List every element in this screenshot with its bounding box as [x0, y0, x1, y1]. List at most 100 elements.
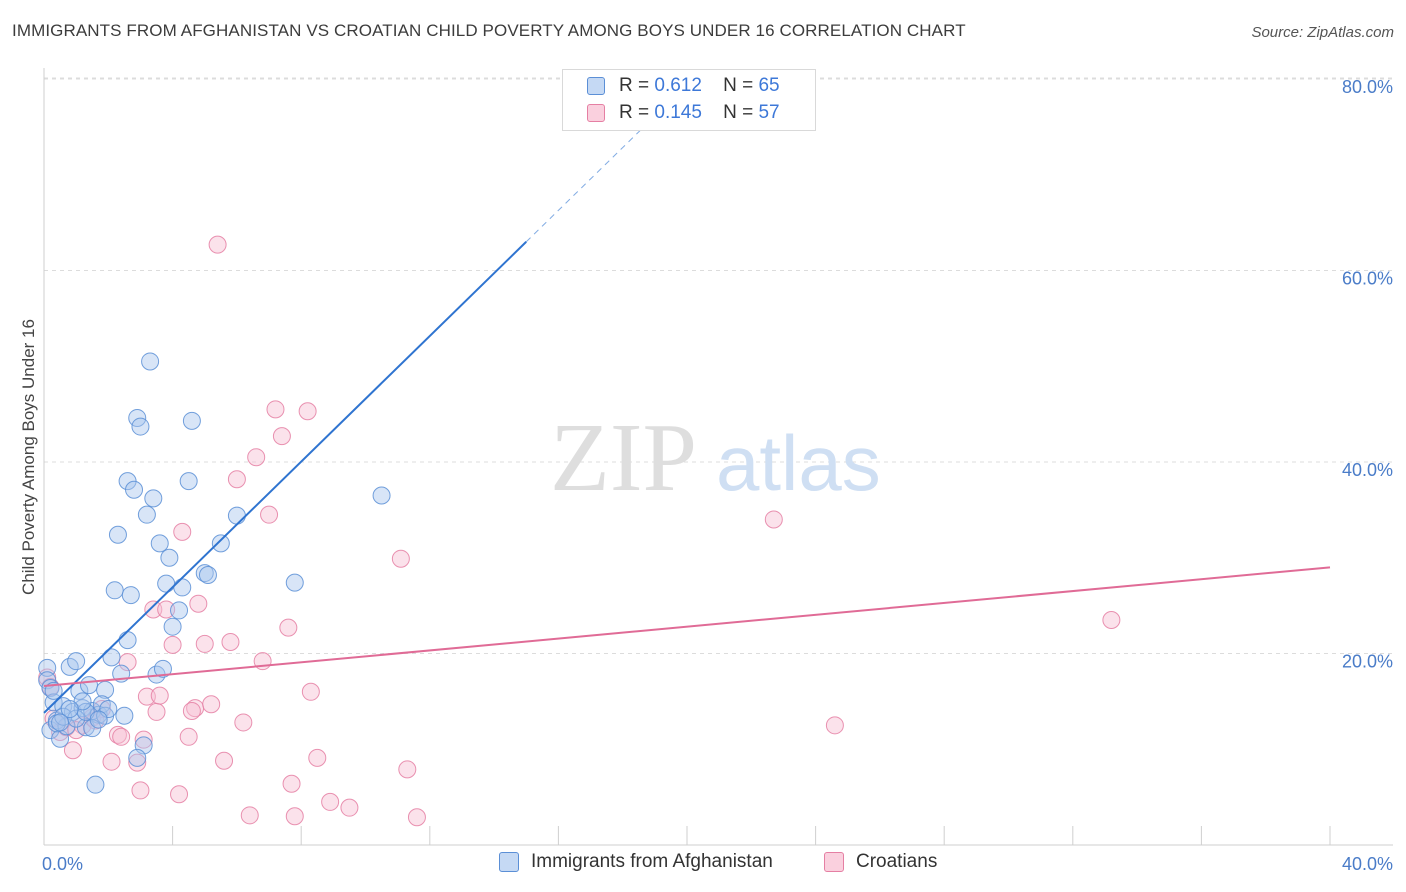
point-afghanistan — [89, 710, 108, 729]
point-afghanistan — [41, 678, 60, 697]
watermark-atlas: atlas — [716, 419, 881, 507]
watermark: ZIP atlas — [550, 404, 881, 512]
point-croatians — [137, 687, 156, 706]
point-afghanistan — [173, 578, 192, 597]
legend-n-value-afghanistan: 65 — [758, 75, 780, 96]
point-croatians — [144, 600, 163, 619]
y-tick-label: 60.0% — [1342, 269, 1393, 289]
point-afghanistan — [105, 581, 124, 600]
point-croatians — [179, 727, 198, 746]
legend-row-croatians: R = 0.145 N = 57 — [587, 101, 780, 125]
point-croatians — [173, 522, 192, 541]
point-afghanistan — [157, 574, 176, 593]
point-afghanistan — [86, 775, 105, 794]
x-tick-label-min: 0.0% — [42, 854, 83, 874]
bottom-legend-label-croatians: Croatians — [856, 851, 938, 872]
point-croatians — [279, 618, 298, 637]
y-axis-label: Child Poverty Among Boys Under 16 — [19, 319, 38, 595]
point-afghanistan — [108, 525, 127, 544]
point-afghanistan — [121, 586, 140, 605]
point-afghanistan — [211, 534, 230, 553]
point-afghanistan — [195, 564, 214, 583]
gridlines — [44, 77, 1393, 654]
point-afghanistan — [44, 681, 63, 700]
point-croatians — [391, 549, 410, 568]
series-afghanistan-points — [38, 352, 391, 794]
point-croatians — [150, 686, 169, 705]
point-croatians — [285, 807, 304, 826]
point-afghanistan — [198, 565, 217, 584]
legend-swatch-pink — [587, 104, 605, 122]
point-croatians — [825, 716, 844, 735]
point-croatians — [102, 752, 121, 771]
legend-row-afghanistan: R = 0.612 N = 65 — [587, 74, 780, 98]
trend-line-afghanistan-extension — [525, 115, 656, 243]
point-afghanistan — [227, 506, 246, 525]
point-afghanistan — [80, 676, 99, 695]
point-croatians — [221, 633, 240, 652]
point-croatians — [131, 781, 150, 800]
point-croatians — [128, 753, 147, 772]
bottom-legend-swatch-blue — [499, 852, 519, 872]
trend-line-croatians — [43, 566, 1331, 688]
trend-lines — [43, 115, 1331, 714]
point-croatians — [182, 701, 201, 720]
point-croatians — [308, 748, 327, 767]
point-croatians — [170, 785, 189, 804]
point-croatians — [134, 730, 153, 749]
point-croatians — [227, 470, 246, 489]
point-croatians — [63, 741, 82, 760]
legend-r-label: R = — [619, 102, 650, 123]
x-tick-label-max: 40.0% — [1342, 854, 1393, 874]
point-afghanistan — [141, 352, 160, 371]
point-afghanistan — [182, 411, 201, 430]
point-croatians — [1102, 610, 1121, 629]
point-afghanistan — [67, 652, 86, 671]
point-afghanistan — [128, 748, 147, 767]
point-croatians — [407, 808, 426, 827]
point-afghanistan — [160, 548, 179, 567]
point-afghanistan — [150, 534, 169, 553]
y-tick-label: 20.0% — [1342, 652, 1393, 672]
point-afghanistan — [60, 700, 79, 719]
point-afghanistan — [144, 489, 163, 508]
point-croatians — [301, 682, 320, 701]
bottom-legend: Immigrants from Afghanistan Croatians — [0, 851, 1406, 877]
point-croatians — [189, 594, 208, 613]
watermark-zip: ZIP — [550, 404, 697, 512]
x-axis-ticks — [43, 826, 1331, 845]
point-afghanistan — [38, 658, 57, 677]
point-croatians — [202, 695, 221, 714]
legend-n-label: N = — [723, 75, 754, 96]
point-croatians — [321, 792, 340, 811]
y-tick-labels: 20.0% 40.0% 60.0% 80.0% — [1342, 77, 1393, 672]
legend-r-value-croatians: 0.145 — [654, 102, 702, 123]
bottom-legend-swatch-pink — [824, 852, 844, 872]
point-croatians — [340, 798, 359, 817]
point-afghanistan — [372, 486, 391, 505]
chart-title: IMMIGRANTS FROM AFGHANISTAN VS CROATIAN … — [12, 21, 966, 40]
point-croatians — [157, 600, 176, 619]
point-afghanistan — [51, 713, 70, 732]
point-croatians — [260, 505, 279, 524]
bottom-legend-afghanistan: Immigrants from Afghanistan — [499, 851, 773, 873]
legend-r-label: R = — [619, 75, 650, 96]
legend-n-value-croatians: 57 — [758, 102, 780, 123]
bottom-legend-label-afghanistan: Immigrants from Afghanistan — [531, 851, 773, 872]
point-croatians — [266, 400, 285, 419]
point-croatians — [298, 402, 317, 421]
point-afghanistan — [163, 617, 182, 636]
legend-r-value-afghanistan: 0.612 — [654, 75, 702, 96]
point-croatians — [247, 448, 266, 467]
legend: R = 0.612 N = 65 R = 0.145 N = 57 — [562, 69, 816, 131]
point-croatians — [398, 760, 417, 779]
point-afghanistan — [102, 648, 121, 667]
point-afghanistan — [179, 472, 198, 491]
point-croatians — [163, 635, 182, 654]
y-tick-label: 80.0% — [1342, 77, 1393, 97]
point-croatians — [112, 727, 131, 746]
point-afghanistan — [125, 480, 144, 499]
point-afghanistan — [170, 601, 189, 620]
point-croatians — [208, 235, 227, 254]
point-croatians — [234, 713, 253, 732]
